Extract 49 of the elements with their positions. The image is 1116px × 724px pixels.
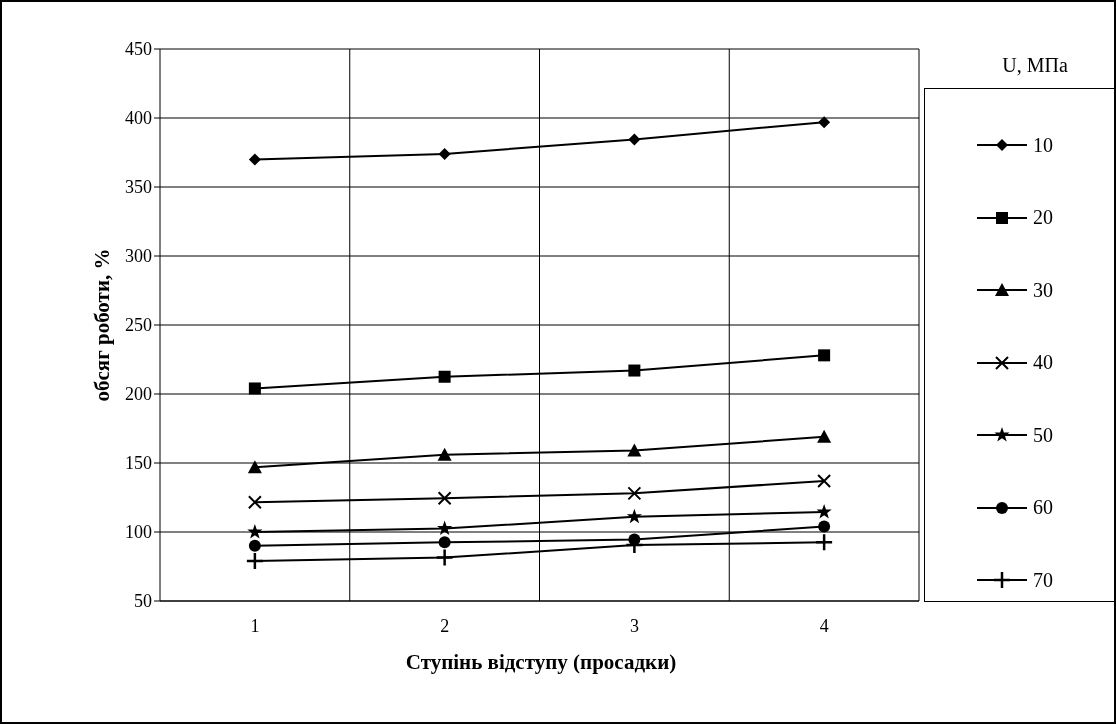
- y-tick-label: 100: [125, 522, 152, 543]
- point: [817, 429, 832, 443]
- legend-label: 40: [1033, 351, 1053, 375]
- legend-label: 60: [1033, 496, 1053, 520]
- point: [437, 447, 452, 461]
- point: [627, 443, 642, 457]
- point: [438, 536, 451, 549]
- legend-label: 50: [1033, 423, 1053, 447]
- point: [814, 533, 834, 552]
- point: [248, 539, 261, 552]
- point: [817, 473, 832, 488]
- y-tick-label: 150: [125, 453, 152, 474]
- point: [818, 349, 831, 362]
- point: [438, 147, 451, 160]
- point: [816, 503, 832, 519]
- y-tick-label: 400: [125, 108, 152, 129]
- y-tick-label: 50: [134, 591, 152, 612]
- point: [247, 460, 262, 474]
- legend-label: 30: [1033, 278, 1053, 302]
- point: [437, 491, 452, 506]
- point: [435, 548, 454, 567]
- x-axis-title: Ступінь відступу (просадки): [404, 650, 678, 675]
- legend-title: U, МПа: [1001, 54, 1069, 78]
- y-tick-label: 350: [125, 177, 152, 198]
- point: [437, 520, 453, 536]
- point: [245, 551, 265, 571]
- point: [247, 495, 262, 510]
- y-tick-label: 250: [125, 315, 152, 336]
- point: [626, 508, 642, 524]
- y-tick-label: 300: [125, 246, 152, 267]
- point: [818, 116, 831, 129]
- x-tick-label: 2: [440, 615, 450, 636]
- point: [628, 364, 641, 377]
- x-tick-label: 1: [250, 615, 260, 636]
- point: [438, 370, 451, 383]
- y-tick-label: 200: [125, 384, 152, 405]
- point: [248, 382, 261, 395]
- y-tick-label: 450: [125, 39, 152, 60]
- point: [247, 524, 263, 539]
- y-axis-title: обсяг роботи, %: [89, 247, 115, 404]
- legend-label: 10: [1033, 133, 1053, 157]
- point: [627, 486, 642, 501]
- point: [248, 153, 261, 166]
- x-tick-label: 3: [629, 615, 639, 636]
- x-tick-label: 4: [819, 615, 829, 636]
- point: [818, 520, 831, 533]
- legend-label: 70: [1033, 568, 1053, 592]
- legend-label: 20: [1033, 206, 1053, 230]
- point: [628, 133, 641, 146]
